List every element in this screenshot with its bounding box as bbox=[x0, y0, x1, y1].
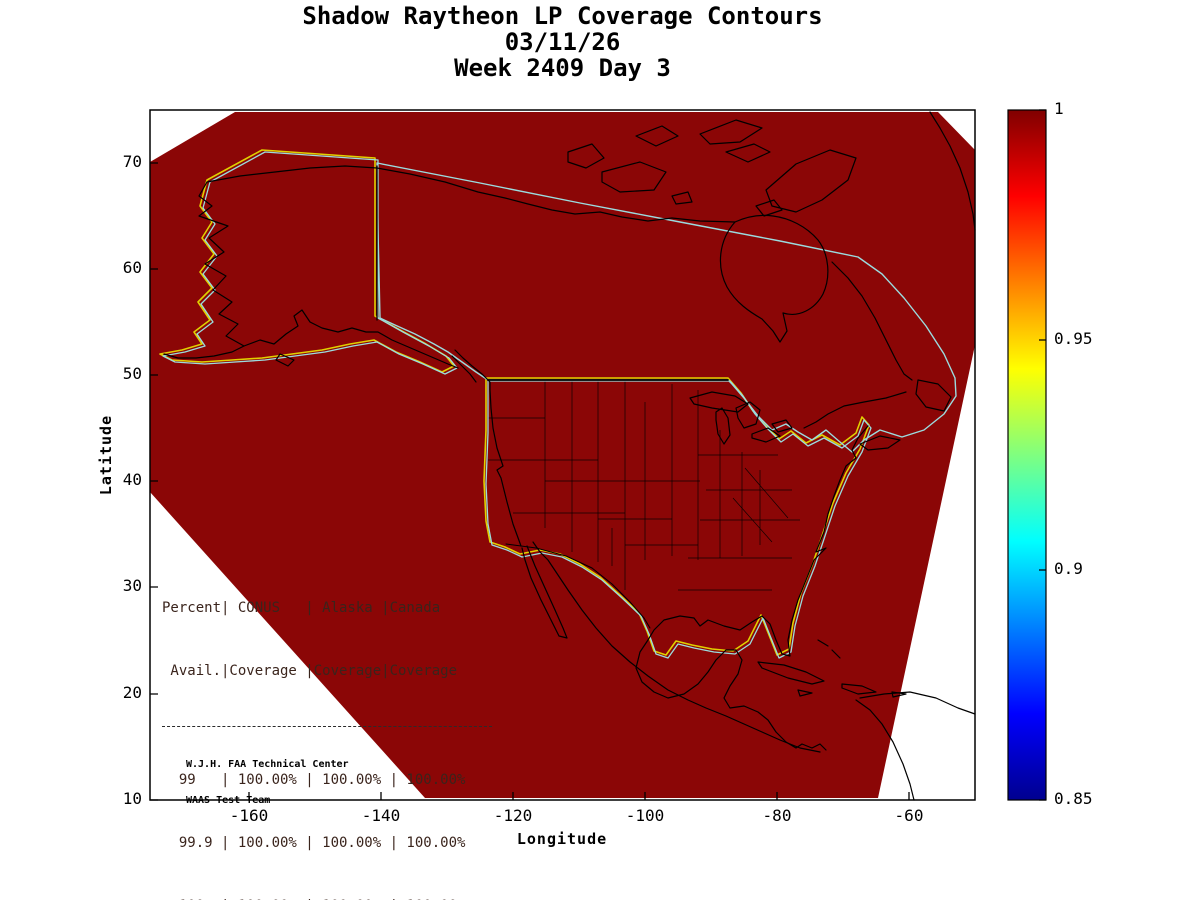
y-tick-label: 40 bbox=[122, 470, 142, 489]
credit-line-1: W.J.H. FAA Technical Center bbox=[186, 759, 349, 770]
coastline-alaska-west bbox=[163, 181, 245, 359]
coastline-vancouver-island bbox=[451, 355, 477, 383]
x-tick-label: -120 bbox=[493, 806, 533, 825]
credit-text: W.J.H. FAA Technical Center WAAS Test Te… bbox=[186, 735, 349, 831]
y-tick-label: 10 bbox=[122, 789, 142, 808]
table-subheader-row: Avail.|Coverage |Coverage|Coverage bbox=[162, 663, 458, 679]
coastline-us-west bbox=[454, 349, 522, 547]
y-tick-label: 70 bbox=[122, 152, 142, 171]
colorbar-ticks bbox=[1039, 109, 1046, 801]
coastline-alaska-south bbox=[243, 309, 459, 369]
x-axis-label: Longitude bbox=[516, 830, 608, 848]
y-tick-label: 50 bbox=[122, 364, 142, 383]
colorbar-tick-label: 0.95 bbox=[1054, 329, 1093, 348]
coastline-arctic-mainland bbox=[206, 165, 736, 223]
plot-frame bbox=[149, 109, 976, 801]
coastline-pacific-central-america bbox=[532, 541, 821, 753]
table-header-row: Percent| CONUS | Alaska |Canada bbox=[162, 600, 441, 616]
y-axis-label: Latitude bbox=[97, 414, 115, 496]
coastlines bbox=[163, 111, 976, 801]
us-mexico-border bbox=[505, 543, 651, 629]
coverage-region bbox=[150, 112, 975, 798]
x-tick-label: -100 bbox=[625, 806, 665, 825]
colorbar-tick-label: 0.9 bbox=[1054, 559, 1083, 578]
coastline-atlantic-gulf bbox=[635, 425, 869, 751]
x-tick-label: -160 bbox=[229, 806, 269, 825]
coastline-labrador bbox=[831, 261, 913, 381]
table-row: 100 | 100.00% | 100.00% | 100.00% bbox=[162, 896, 492, 900]
great-lakes bbox=[689, 391, 793, 445]
credit-line-2: WAAS Test Team bbox=[186, 795, 271, 806]
table-row: 99 | 100.00% | 100.00% | 100.00% bbox=[162, 772, 466, 788]
colorbar-tick-label: 0.85 bbox=[1054, 789, 1093, 808]
greenland-coast bbox=[929, 111, 976, 231]
table-divider bbox=[162, 726, 492, 727]
caribbean-islands bbox=[757, 639, 907, 698]
coastline-st-lawrence bbox=[803, 391, 907, 429]
x-tick-label: -140 bbox=[361, 806, 401, 825]
figure-title: Shadow Raytheon LP Coverage Contours bbox=[302, 2, 823, 30]
coastline-hudson-bay bbox=[719, 214, 829, 343]
figure-subtitle-date: 03/11/26 bbox=[504, 28, 621, 56]
y-tick-label: 20 bbox=[122, 683, 142, 702]
south-america-coast bbox=[855, 691, 976, 801]
figure-subtitle-week: Week 2409 Day 3 bbox=[454, 54, 671, 82]
coastline-newfoundland bbox=[915, 379, 952, 412]
us-state-borders bbox=[488, 380, 800, 591]
colorbar-tick-label: 1 bbox=[1054, 99, 1064, 118]
y-tick-label: 60 bbox=[122, 258, 142, 277]
y-tick-label: 30 bbox=[122, 576, 142, 595]
table-row: 99.9 | 100.00% | 100.00% | 100.00% bbox=[162, 835, 466, 851]
coastline-nova-scotia bbox=[859, 435, 901, 451]
x-tick-label: -80 bbox=[762, 806, 792, 825]
colorbar bbox=[1007, 109, 1047, 801]
availability-table: Percent| CONUS | Alaska |Canada Avail.|C… bbox=[162, 556, 492, 900]
arctic-islands bbox=[567, 119, 857, 217]
axis-ticks bbox=[150, 162, 910, 801]
kodiak-island bbox=[275, 353, 295, 367]
coastline-baja bbox=[521, 545, 568, 639]
x-tick-label: -60 bbox=[894, 806, 924, 825]
